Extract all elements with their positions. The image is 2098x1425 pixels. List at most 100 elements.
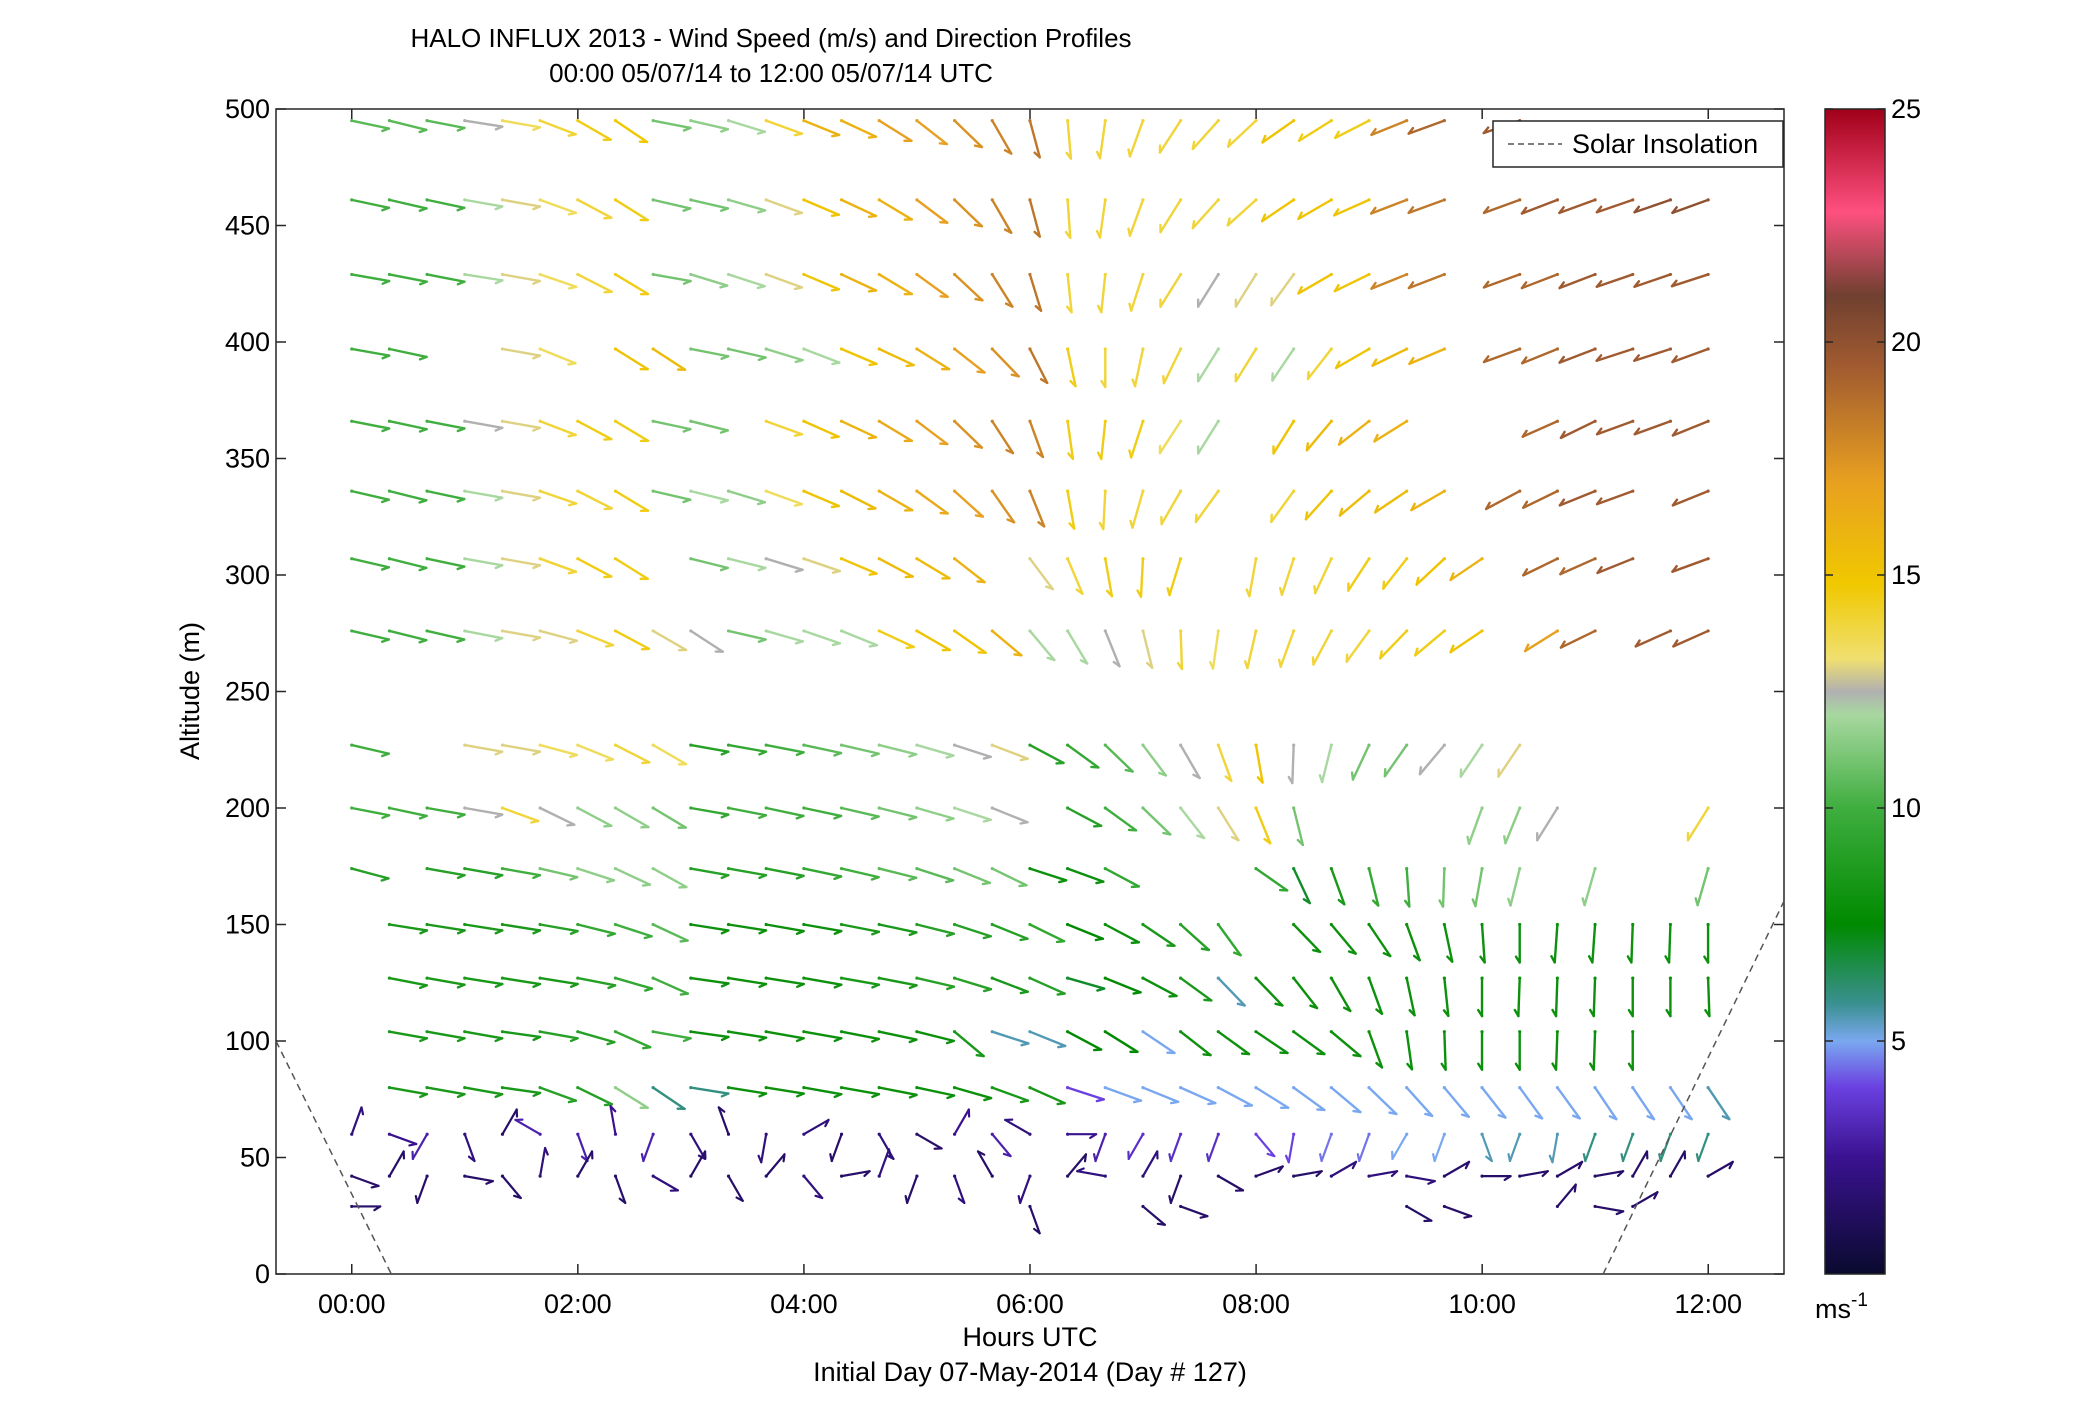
- wind-barb-shaft: [760, 1133, 768, 1164]
- wind-barb-shaft: [991, 743, 1029, 760]
- wind-barb: [538, 347, 577, 366]
- colorbar-tick-label: 20: [1891, 327, 1921, 357]
- wind-barb-station: [1405, 1030, 1409, 1034]
- wind-barb: [350, 347, 391, 360]
- wind-barb-shaft: [651, 923, 689, 942]
- wind-barb-shaft: [1591, 923, 1597, 964]
- wind-barb-shaft: [1405, 976, 1416, 1017]
- wind-barb-feather: [1427, 1179, 1436, 1185]
- wind-barb-shaft: [1320, 1133, 1333, 1163]
- wind-barb-station: [839, 866, 844, 871]
- wind-barb: [1518, 1086, 1544, 1120]
- wind-barb: [1141, 629, 1154, 669]
- wind-barb-feather: [381, 814, 391, 820]
- wind-barb-shaft: [1408, 347, 1446, 366]
- wind-barb-station: [500, 866, 505, 871]
- wind-barb-station: [915, 922, 919, 927]
- wind-barb-shaft: [953, 743, 992, 759]
- wind-barb: [1216, 1086, 1254, 1108]
- wind-barb-shaft: [877, 1086, 918, 1097]
- wind-barb-shaft: [689, 923, 730, 932]
- wind-barb-shaft: [1697, 1133, 1710, 1163]
- wind-barb-shaft: [501, 629, 542, 639]
- wind-barb: [1356, 1132, 1371, 1163]
- wind-barb: [576, 922, 616, 938]
- wind-barb-station: [990, 743, 994, 747]
- wind-barb-shaft: [463, 806, 504, 816]
- wind-barb: [1548, 1132, 1560, 1164]
- wind-barb-station: [1103, 347, 1107, 351]
- wind-barb: [1179, 806, 1206, 840]
- wind-barb-feather: [1004, 302, 1014, 308]
- wind-barb-station: [1442, 557, 1446, 561]
- wind-barb: [839, 489, 877, 511]
- wind-barb-shaft: [991, 273, 1014, 308]
- wind-barb: [689, 866, 730, 880]
- wind-barb-shaft: [1367, 867, 1380, 907]
- wind-barb-shaft: [991, 1030, 1030, 1045]
- wind-barb-feather: [1058, 879, 1068, 884]
- wind-barb-shaft: [1141, 1205, 1166, 1226]
- wind-barb-station: [952, 489, 957, 493]
- wind-barb-shaft: [614, 629, 651, 650]
- wind-barb: [1179, 1030, 1212, 1057]
- wind-barb: [1694, 866, 1710, 907]
- wind-barb: [952, 806, 992, 823]
- wind-barb-station: [1593, 922, 1597, 927]
- wind-barb-station: [1480, 1174, 1484, 1178]
- wind-barb-feather: [1095, 1098, 1105, 1103]
- wind-barb-station: [764, 119, 768, 123]
- wind-barb-shaft: [1292, 867, 1311, 905]
- wind-barb: [802, 419, 840, 439]
- wind-barb: [1370, 198, 1409, 215]
- wind-barb-shaft: [991, 489, 1016, 524]
- wind-barb-station: [764, 922, 768, 927]
- wind-barb-shaft: [1191, 119, 1220, 151]
- wind-barb: [1551, 1030, 1559, 1071]
- wind-barb: [1297, 119, 1333, 142]
- wind-barb: [576, 629, 615, 648]
- wind-barb-feather: [380, 752, 390, 758]
- wind-barb: [1374, 489, 1409, 514]
- wind-barb: [1373, 419, 1409, 443]
- wind-barb-station: [538, 347, 542, 351]
- wind-barb-station: [802, 347, 806, 351]
- wind-barb-feather: [1548, 1154, 1554, 1164]
- wind-barb-station: [387, 272, 392, 277]
- wind-barb-shaft: [350, 420, 391, 430]
- wind-barb-feather: [640, 1153, 645, 1163]
- wind-barb-feather: [1278, 586, 1284, 597]
- wind-barb-feather: [1097, 304, 1103, 314]
- wind-barb-feather: [1065, 151, 1073, 160]
- x-axis-ticks: 00:00 02:00 04:00 06:00 08:00 10:00 12:00: [318, 109, 1742, 1319]
- wind-barb-feather: [1477, 1062, 1484, 1071]
- wind-barb-station: [1066, 866, 1070, 871]
- wind-barb-shaft: [1292, 1030, 1326, 1056]
- wind-barb-feather: [532, 564, 542, 570]
- wind-barb: [1141, 1030, 1176, 1055]
- wind-barb-station: [839, 743, 844, 747]
- wind-barb: [1097, 419, 1107, 461]
- wind-barb: [689, 629, 724, 653]
- wind-barb-feather: [719, 429, 729, 434]
- wind-barb-shaft: [501, 557, 542, 567]
- wind-barb-station: [689, 1132, 693, 1136]
- wind-barb: [952, 347, 986, 374]
- wind-barb: [764, 866, 805, 880]
- wind-barb-feather: [1371, 899, 1380, 907]
- wind-barb: [1671, 347, 1710, 364]
- wind-barb-feather: [1046, 656, 1056, 662]
- wind-barb-shaft: [350, 743, 390, 755]
- wind-barb: [538, 1030, 579, 1043]
- wind-barb-shaft: [1306, 347, 1333, 381]
- wind-barb: [802, 347, 841, 366]
- wind-barb-feather: [1130, 885, 1141, 889]
- wind-barb-shaft: [953, 1086, 993, 1100]
- wind-barb-station: [538, 806, 542, 810]
- wind-barb: [538, 119, 577, 137]
- wind-barb-shaft: [915, 629, 952, 652]
- wind-barb-station: [1292, 976, 1296, 980]
- wind-barb-feather: [1277, 1165, 1284, 1174]
- wind-barb-station: [1706, 629, 1710, 633]
- wind-barb-shaft: [1028, 629, 1056, 662]
